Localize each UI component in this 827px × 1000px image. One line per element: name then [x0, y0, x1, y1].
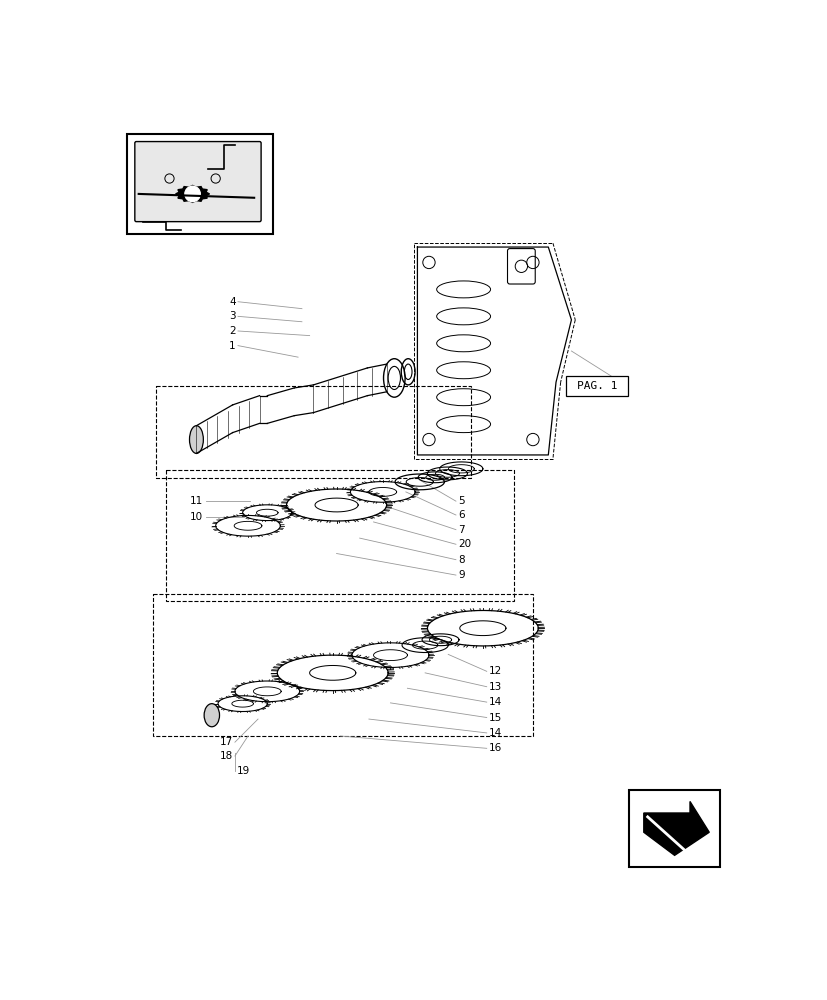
Text: 12: 12: [489, 666, 502, 676]
Text: 15: 15: [489, 713, 502, 723]
Ellipse shape: [189, 426, 203, 453]
Polygon shape: [417, 247, 571, 455]
Bar: [165, 470, 513, 601]
Polygon shape: [651, 817, 670, 832]
Text: 6: 6: [457, 510, 464, 520]
Bar: [566, 376, 627, 396]
Bar: [155, 386, 471, 478]
Text: 17: 17: [219, 737, 232, 747]
Text: 14: 14: [489, 697, 502, 707]
Text: 19: 19: [237, 766, 251, 776]
Text: 9: 9: [457, 570, 464, 580]
Text: PAG. 1: PAG. 1: [576, 381, 616, 391]
Polygon shape: [175, 185, 209, 202]
Text: 10: 10: [190, 512, 203, 522]
Text: 5: 5: [457, 496, 464, 506]
Text: 18: 18: [219, 751, 232, 761]
FancyBboxPatch shape: [507, 249, 534, 284]
FancyBboxPatch shape: [135, 142, 261, 222]
Text: 16: 16: [489, 743, 502, 753]
Text: 7: 7: [457, 525, 464, 535]
Bar: [127, 134, 273, 234]
Polygon shape: [643, 801, 709, 855]
Text: 20: 20: [457, 539, 471, 549]
Ellipse shape: [204, 704, 219, 727]
Text: 4: 4: [229, 297, 236, 307]
Bar: [629, 790, 719, 867]
Text: 13: 13: [489, 682, 502, 692]
Bar: [153, 594, 533, 736]
Text: 3: 3: [229, 311, 236, 321]
Text: 8: 8: [457, 555, 464, 565]
Text: 11: 11: [190, 496, 203, 506]
Circle shape: [184, 186, 200, 202]
Text: 14: 14: [489, 728, 502, 738]
Text: 1: 1: [229, 341, 236, 351]
Text: 2: 2: [229, 326, 236, 336]
